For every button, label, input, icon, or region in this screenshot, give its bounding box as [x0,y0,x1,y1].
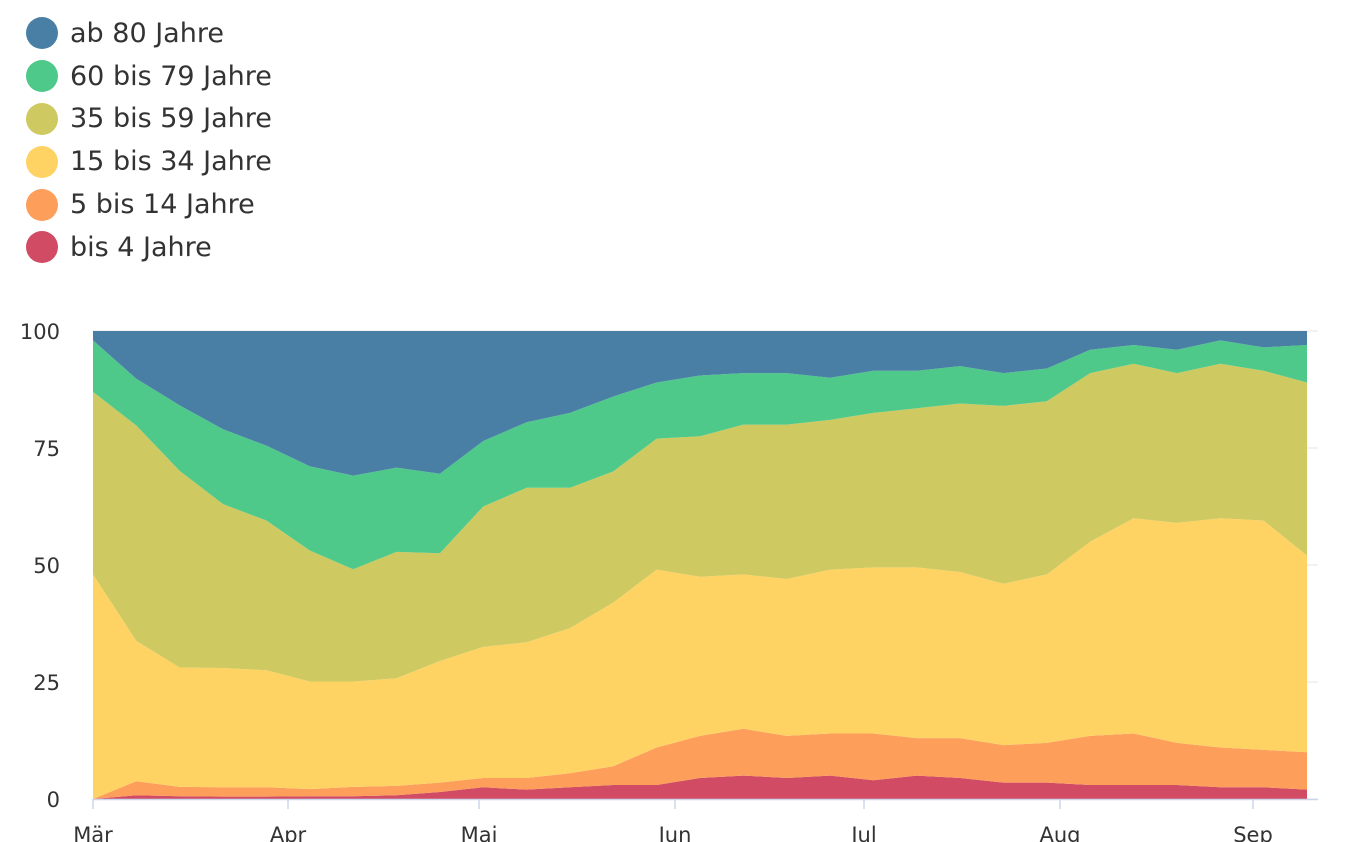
y-tick-label: 0 [47,788,60,812]
x-tick-label: Mai [461,823,498,842]
legend-marker [26,17,58,50]
area-35-bis-59-jahre[interactable] [93,363,1307,682]
legend-item[interactable]: bis 4 Jahre [26,226,272,269]
x-tick-label: Apr [270,823,307,842]
legend-marker [26,60,58,93]
legend-label: 35 bis 59 Jahre [70,103,272,135]
x-tick-label: Jun [657,823,692,842]
legend-item[interactable]: 5 bis 14 Jahre [26,183,272,226]
legend-label: 5 bis 14 Jahre [70,189,255,221]
legend-marker [26,231,58,264]
axes: 0 25 50 75 100 Mär Apr Mai Jun Jul Aug Sep [20,320,1318,842]
legend-item[interactable]: 60 bis 79 Jahre [26,55,272,98]
legend-label: ab 80 Jahre [70,17,224,49]
x-tick-label: Sep [1233,823,1273,842]
x-tick-label: Aug [1039,823,1080,842]
x-tick-label: Jul [849,823,876,842]
legend-label: 15 bis 34 Jahre [70,146,272,178]
legend-label: 60 bis 79 Jahre [70,60,272,92]
legend-label: bis 4 Jahre [70,231,212,263]
y-tick-label: 100 [20,320,60,344]
chart-legend: ab 80 Jahre 60 bis 79 Jahre 35 bis 59 Jahr… [26,12,272,269]
area-bis-4-jahre[interactable] [93,775,1307,799]
area-60-bis-79-jahre[interactable] [93,340,1307,570]
area-ab-80-jahre[interactable] [93,331,1307,476]
legend-item[interactable]: 35 bis 59 Jahre [26,98,272,141]
area-15-bis-34-jahre[interactable] [93,518,1307,799]
legend-marker [26,102,58,135]
area-5-bis-14-jahre[interactable] [93,728,1307,799]
y-tick-label: 25 [33,671,60,695]
y-tick-label: 50 [33,554,60,578]
area-series [93,331,1307,799]
y-tick-label: 75 [33,437,60,461]
legend-marker [26,145,58,178]
legend-marker [26,188,58,221]
legend-item[interactable]: ab 80 Jahre [26,12,272,55]
x-tick-label: Mär [73,823,113,842]
legend-item[interactable]: 15 bis 34 Jahre [26,140,272,183]
